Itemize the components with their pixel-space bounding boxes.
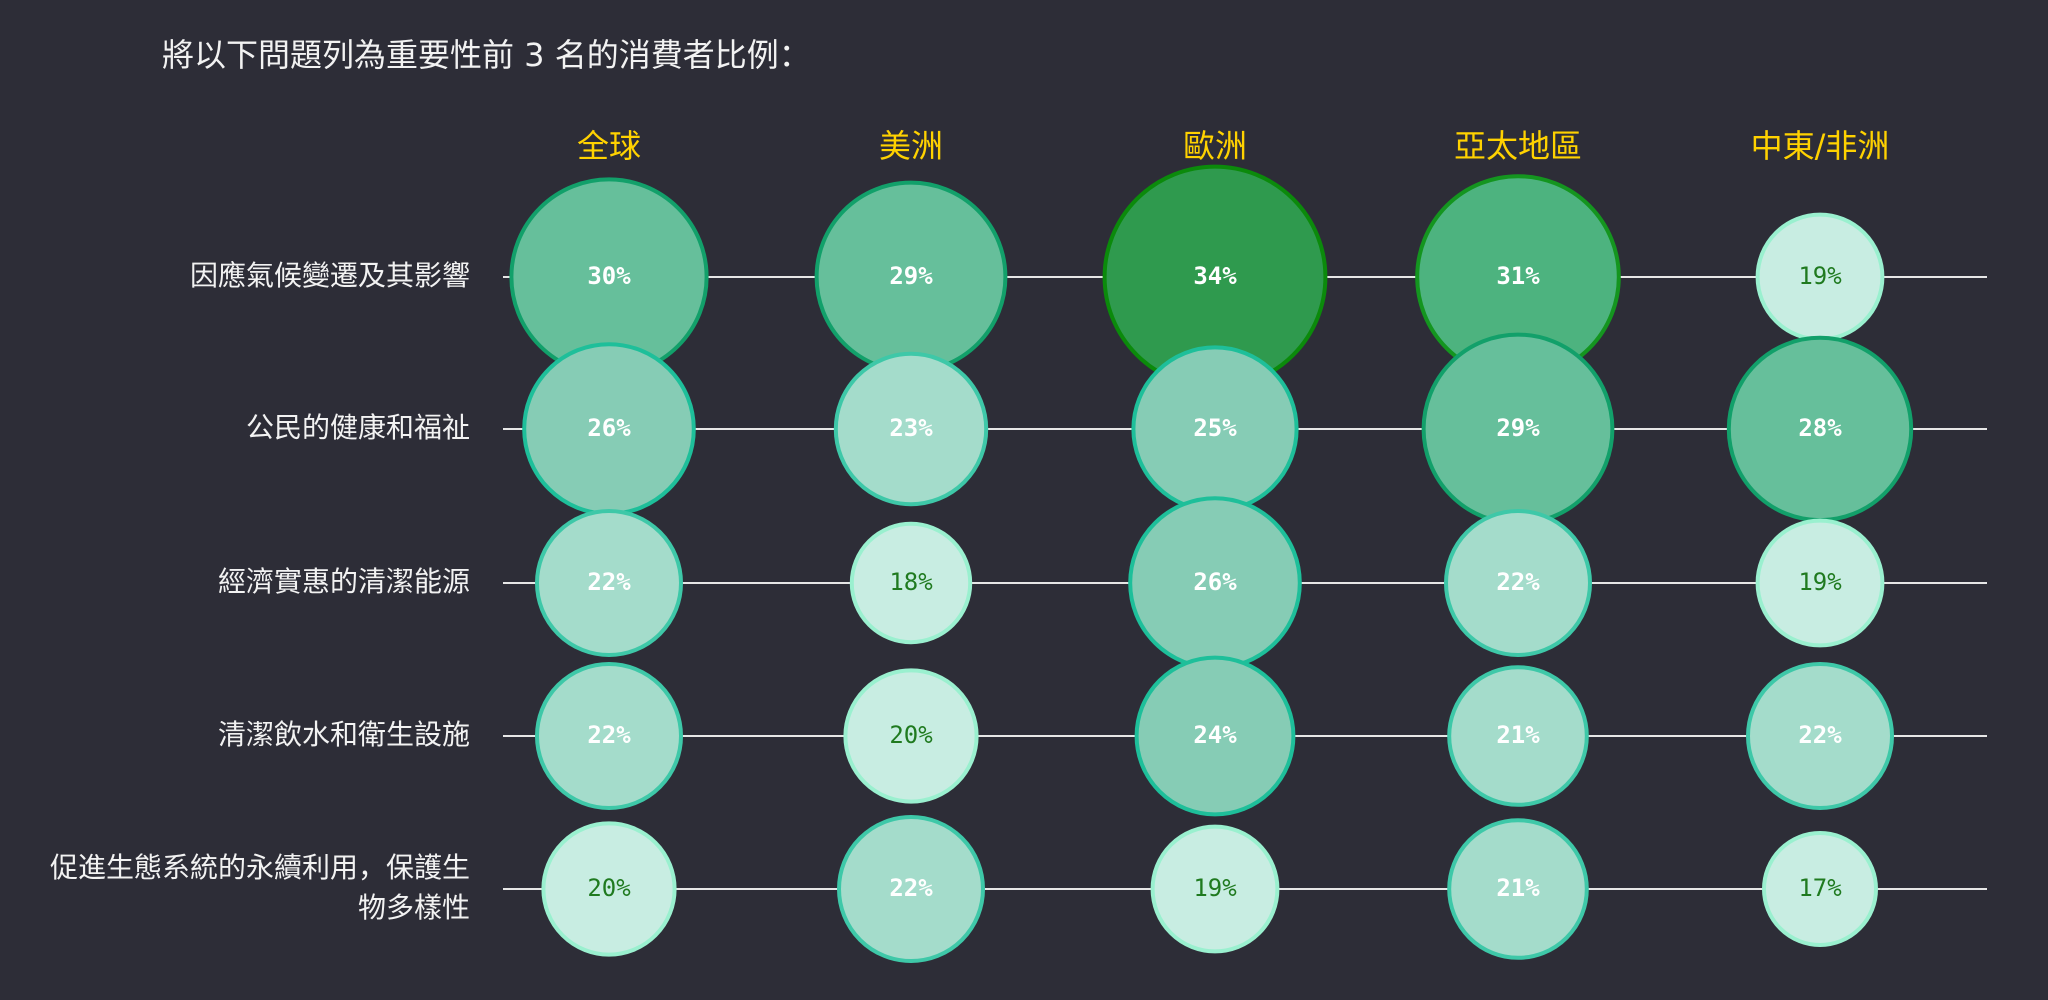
value-bubble [1444, 509, 1592, 657]
value-label: 30% [587, 262, 631, 290]
region-header: 中東/非洲 [1751, 127, 1890, 165]
value-bubble [1150, 824, 1280, 954]
value-label: 20% [587, 874, 631, 902]
region-header: 美洲 [879, 127, 943, 165]
value-label: 18% [889, 568, 933, 596]
region-header: 全球 [577, 127, 641, 165]
value-bubble [1762, 831, 1878, 947]
value-bubble [1746, 662, 1894, 810]
value-bubble [535, 509, 683, 657]
value-label: 29% [1496, 414, 1540, 442]
region-header: 歐洲 [1183, 127, 1247, 165]
value-label: 28% [1798, 414, 1842, 442]
value-bubble [1755, 518, 1885, 648]
issue-label: 物多樣性 [358, 891, 470, 924]
value-label: 22% [587, 721, 631, 749]
value-label: 20% [889, 721, 933, 749]
value-label: 19% [1798, 568, 1842, 596]
value-label: 22% [1798, 721, 1842, 749]
region-header: 亞太地區 [1454, 127, 1582, 165]
issue-label: 促進生態系統的永續利用，保護生 [50, 851, 470, 884]
issue-label: 經濟實惠的清潔能源 [218, 565, 470, 598]
issue-label: 因應氣候變遷及其影響 [190, 259, 470, 292]
value-label: 22% [587, 568, 631, 596]
value-label: 34% [1193, 262, 1237, 290]
value-bubble [837, 815, 985, 963]
value-label: 24% [1193, 721, 1237, 749]
value-label: 31% [1496, 262, 1540, 290]
value-label: 21% [1496, 874, 1540, 902]
chart-title: 將以下問題列為重要性前 3 名的消費者比例： [162, 36, 811, 74]
value-label: 17% [1798, 874, 1842, 902]
value-bubble [541, 821, 677, 957]
value-bubble [833, 351, 989, 507]
issue-label: 清潔飲水和衛生設施 [218, 718, 470, 751]
value-label: 25% [1193, 414, 1237, 442]
value-label: 22% [889, 874, 933, 902]
value-bubble [1447, 818, 1589, 960]
value-label: 19% [1798, 262, 1842, 290]
value-bubble [1447, 665, 1589, 807]
value-label: 19% [1193, 874, 1237, 902]
value-label: 22% [1496, 568, 1540, 596]
value-label: 23% [889, 414, 933, 442]
value-bubble [1134, 655, 1296, 817]
value-label: 26% [587, 414, 631, 442]
value-label: 26% [1193, 568, 1237, 596]
value-label: 21% [1496, 721, 1540, 749]
issue-label: 公民的健康和福祉 [246, 411, 470, 444]
value-bubble [843, 668, 979, 804]
value-label: 29% [889, 262, 933, 290]
value-bubble [535, 662, 683, 810]
value-bubble [849, 521, 973, 645]
